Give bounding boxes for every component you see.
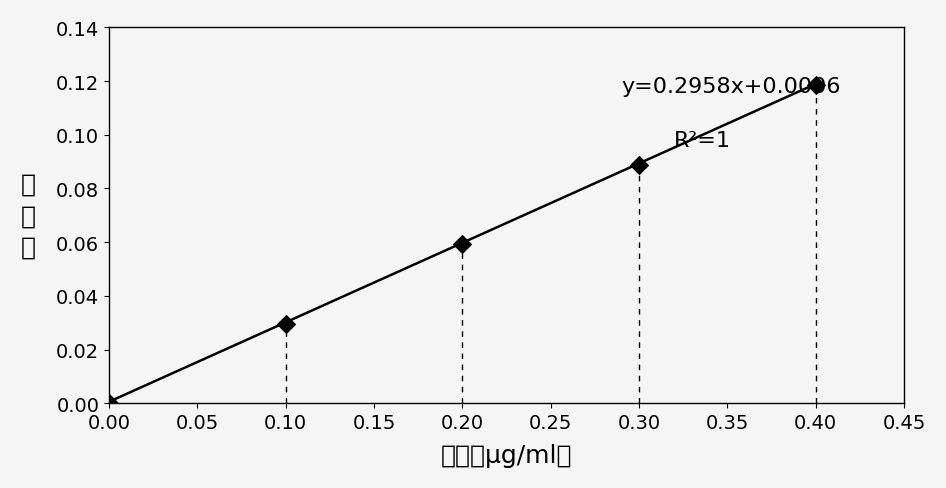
Point: [278, 320, 293, 328]
Point: [101, 400, 116, 407]
Point: [631, 162, 646, 169]
Point: [808, 82, 823, 90]
Text: R²=1: R²=1: [674, 131, 731, 151]
Y-axis label: 吸
光
度: 吸 光 度: [21, 172, 36, 260]
Text: y=0.2958x+0.0006: y=0.2958x+0.0006: [621, 77, 840, 97]
X-axis label: 浓度（μg/ml）: 浓度（μg/ml）: [441, 443, 572, 467]
Point: [455, 241, 470, 249]
